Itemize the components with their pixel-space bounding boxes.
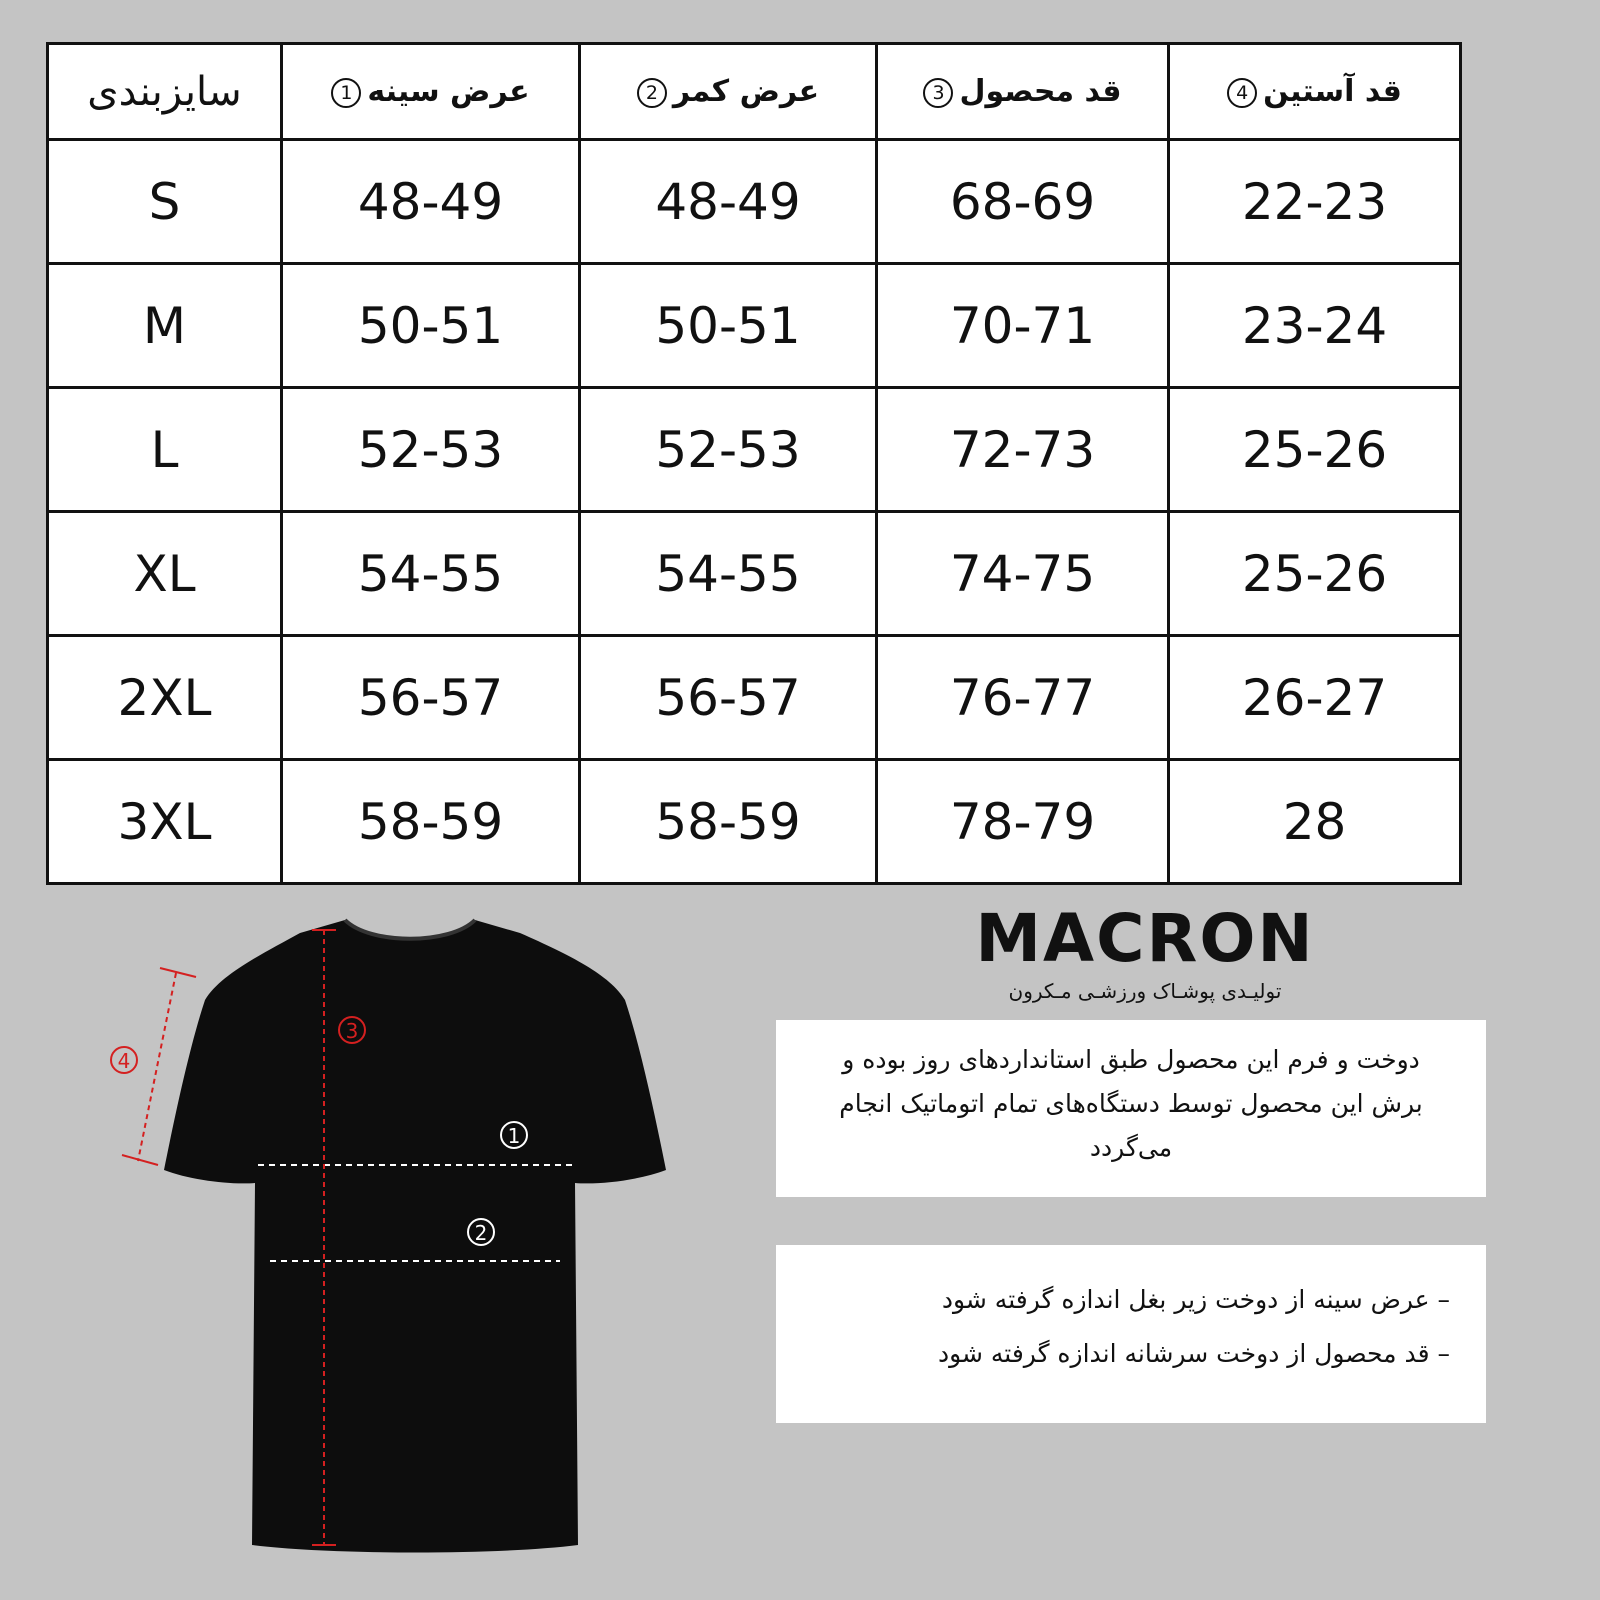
- measurement-cell: 70-71: [875, 262, 1170, 389]
- measurement-notes-box: – عرض سینه از دوخت زیر بغل اندازه گرفته …: [776, 1245, 1486, 1423]
- measurement-cell: 76-77: [875, 634, 1170, 761]
- table-row: 3XL 58-59 58-59 78-79 28: [46, 758, 1462, 885]
- marker-3-label: 3: [346, 1019, 359, 1043]
- table-row: M 50-51 50-51 70-71 23-24: [46, 262, 1462, 389]
- measurement-cell: 25-26: [1167, 386, 1462, 513]
- header-size: سایزبندی: [46, 42, 283, 141]
- marker-4: 4: [1227, 77, 1258, 108]
- note-chest: – عرض سینه از دوخت زیر بغل اندازه گرفته …: [941, 1285, 1450, 1314]
- measurement-cell: 50-51: [578, 262, 878, 389]
- marker-2: 2: [636, 77, 667, 108]
- size-cell: 2XL: [46, 634, 283, 761]
- header-waist: 2 عرض کمر: [578, 42, 878, 141]
- measurement-cell: 56-57: [578, 634, 878, 761]
- measurement-cell: 58-59: [280, 758, 581, 885]
- marker-4-label: 4: [118, 1049, 131, 1073]
- measurement-cell: 26-27: [1167, 634, 1462, 761]
- size-cell: S: [46, 138, 283, 265]
- measurement-cell: 48-49: [280, 138, 581, 265]
- measurement-cell: 23-24: [1167, 262, 1462, 389]
- tshirt-diagram: 1 2 3 4: [110, 918, 666, 1553]
- header-chest: 1 عرض سینه: [280, 42, 581, 141]
- note-length: – قد محصول از دوخت سرشانه اندازه گرفته ش…: [937, 1339, 1450, 1368]
- measurement-cell: 68-69: [875, 138, 1170, 265]
- measurement-cell: 25-26: [1167, 510, 1462, 637]
- macron-logo: MACRON تولیـدی پوشـاک ورزشـی مـکرون: [930, 900, 1360, 1004]
- marker-1: 1: [331, 77, 362, 108]
- measurement-cell: 52-53: [578, 386, 878, 513]
- measurement-cell: 48-49: [578, 138, 878, 265]
- table-row: XL 54-55 54-55 74-75 25-26: [46, 510, 1462, 637]
- header-length: 3 قد محصول: [875, 42, 1170, 141]
- description-box: دوخت و فرم این محصول طبق استانداردهای رو…: [776, 1020, 1486, 1197]
- marker-3: 3: [923, 77, 954, 108]
- header-label: عرض سینه: [367, 74, 530, 109]
- measurement-cell: 72-73: [875, 386, 1170, 513]
- measurement-cell: 58-59: [578, 758, 878, 885]
- header-label: عرض کمر: [672, 74, 820, 109]
- measurement-cell: 54-55: [578, 510, 878, 637]
- marker-2-label: 2: [475, 1221, 488, 1245]
- measurement-cell: 50-51: [280, 262, 581, 389]
- header-label: قد محصول: [959, 74, 1122, 109]
- measurement-cell: 22-23: [1167, 138, 1462, 265]
- measurement-cell: 56-57: [280, 634, 581, 761]
- description-text: دوخت و فرم این محصول طبق استانداردهای رو…: [839, 1045, 1423, 1162]
- measurement-cell: 74-75: [875, 510, 1170, 637]
- size-cell: XL: [46, 510, 283, 637]
- table-row: 2XL 56-57 56-57 76-77 26-27: [46, 634, 1462, 761]
- measurement-cell: 28: [1167, 758, 1462, 885]
- measurement-cell: 52-53: [280, 386, 581, 513]
- header-sleeve: 4 قد آستین: [1167, 42, 1462, 141]
- tshirt-shape: [164, 920, 666, 1553]
- logo-subtitle: تولیـدی پوشـاک ورزشـی مـکرون: [1008, 979, 1282, 1003]
- measurement-cell: 54-55: [280, 510, 581, 637]
- size-cell: M: [46, 262, 283, 389]
- table-row: S 48-49 48-49 68-69 22-23: [46, 138, 1462, 265]
- header-label: سایزبندی: [87, 68, 242, 115]
- size-cell: 3XL: [46, 758, 283, 885]
- table-row: L 52-53 52-53 72-73 25-26: [46, 386, 1462, 513]
- size-cell: L: [46, 386, 283, 513]
- logo-wordmark: MACRON: [975, 900, 1315, 977]
- measurement-cell: 78-79: [875, 758, 1170, 885]
- header-label: قد آستین: [1263, 74, 1402, 109]
- marker-1-label: 1: [508, 1124, 521, 1148]
